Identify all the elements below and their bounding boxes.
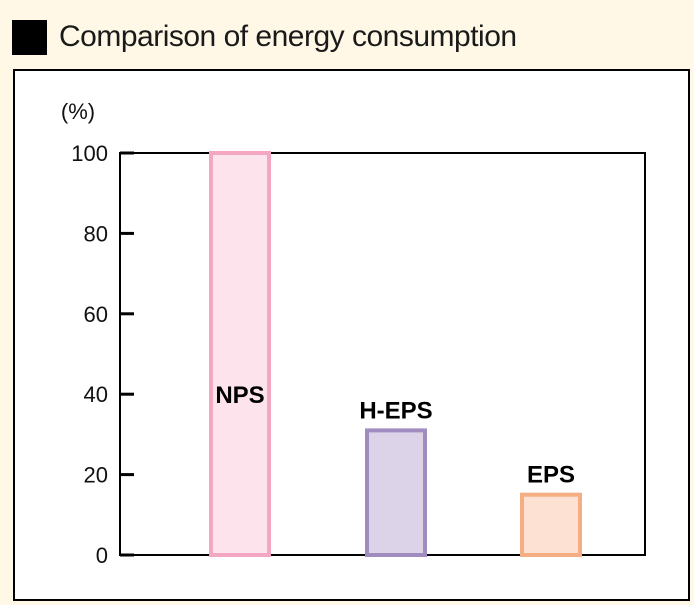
bar-nps bbox=[209, 151, 271, 557]
bar-label-h-eps: H-EPS bbox=[359, 397, 432, 424]
chart-header: Comparison of energy consumption bbox=[12, 12, 517, 62]
bar-h-eps bbox=[365, 428, 427, 558]
y-tick-label-60: 60 bbox=[84, 302, 108, 327]
y-tick-label-0: 0 bbox=[96, 543, 108, 568]
y-tick-label-80: 80 bbox=[84, 221, 108, 246]
bar-label-eps: EPS bbox=[527, 462, 575, 489]
y-tick-label-100: 100 bbox=[71, 141, 108, 166]
chart-title: Comparison of energy consumption bbox=[59, 20, 517, 53]
bar-eps bbox=[520, 492, 582, 558]
y-axis-unit-label: (%) bbox=[61, 99, 95, 124]
bar-label-nps: NPS bbox=[215, 382, 264, 409]
y-tick-label-40: 40 bbox=[84, 382, 108, 407]
y-tick-label-20: 20 bbox=[84, 463, 108, 488]
title-bullet-square bbox=[12, 19, 47, 55]
